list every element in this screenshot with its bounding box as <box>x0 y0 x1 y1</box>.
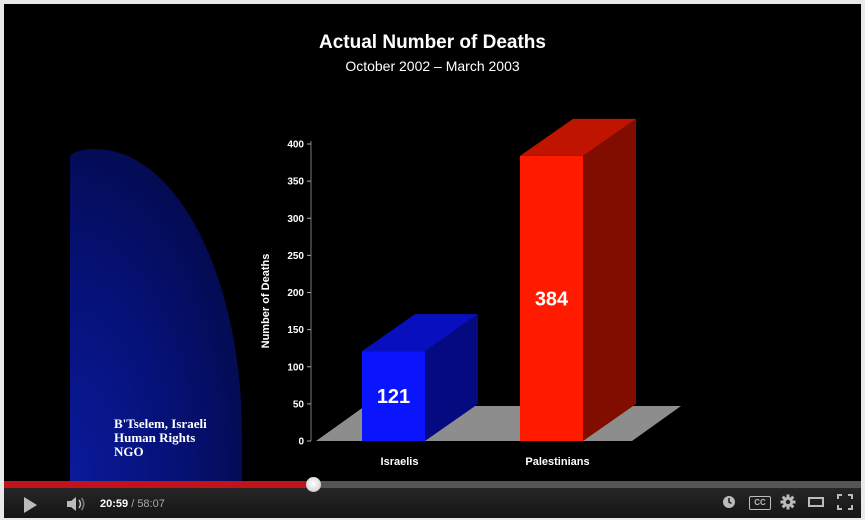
chart-title: Actual Number of Deaths <box>319 32 546 53</box>
y-tick-label: 50 <box>293 399 305 410</box>
bar-front <box>362 351 425 441</box>
bars: 121 Israelis 384 Palestinians <box>362 118 636 468</box>
player-controls: 20:59 / 58:07 CC <box>4 477 861 518</box>
volume-icon[interactable] <box>66 496 88 512</box>
time-separator: / <box>128 498 138 510</box>
play-icon[interactable] <box>24 497 37 513</box>
y-axis-title: Number of Deaths <box>260 254 272 349</box>
bar-side <box>583 118 636 441</box>
y-tick-label: 200 <box>287 288 304 299</box>
progress-bar[interactable] <box>4 477 861 492</box>
bar-chart: 0 50 100 150 200 250 300 350 400 Number of Death… <box>260 118 681 468</box>
bar-side <box>425 314 478 441</box>
current-time: 20:59 <box>100 498 129 510</box>
y-tick-label: 250 <box>287 251 304 262</box>
source-caption-line: Human Rights <box>114 430 196 445</box>
theater-mode-icon[interactable] <box>808 497 824 507</box>
source-caption-line: B'Tselem, Israeli <box>114 416 207 431</box>
gear-icon[interactable] <box>780 494 796 510</box>
time-display: 20:59 / 58:07 <box>100 498 165 510</box>
watch-later-icon[interactable] <box>722 495 736 509</box>
bar-top <box>520 118 636 156</box>
fullscreen-icon[interactable] <box>837 494 853 510</box>
x-category-label: Israelis <box>381 456 419 468</box>
progress-fill <box>4 481 314 488</box>
y-tick-label: 100 <box>287 362 304 373</box>
bar-top <box>362 314 478 352</box>
captions-icon[interactable]: CC <box>749 496 771 510</box>
y-tick-label: 350 <box>287 177 304 188</box>
bar-value-label: 121 <box>377 386 410 408</box>
bar-front <box>520 155 583 441</box>
y-tick-label: 150 <box>287 325 304 336</box>
y-tick-label: 0 <box>298 437 304 448</box>
y-tick-label: 300 <box>287 214 304 225</box>
bar-value-label: 384 <box>535 288 569 310</box>
duration: 58:07 <box>137 498 165 510</box>
captions-label: CC <box>754 498 766 507</box>
x-category-label: Palestinians <box>525 456 589 468</box>
scrubber-handle[interactable] <box>306 477 322 492</box>
chart-subtitle: October 2002 – March 2003 <box>345 58 520 74</box>
video-frame[interactable]: B'Tselem, Israeli Human Rights NGO Actua… <box>4 4 861 494</box>
source-caption-line: NGO <box>114 444 144 459</box>
y-tick-label: 400 <box>287 140 304 151</box>
source-caption: B'Tselem, Israeli Human Rights NGO <box>114 417 244 459</box>
y-axis-ticks: 0 50 100 150 200 250 300 350 400 <box>287 140 311 448</box>
video-player[interactable]: B'Tselem, Israeli Human Rights NGO Actua… <box>4 4 861 518</box>
